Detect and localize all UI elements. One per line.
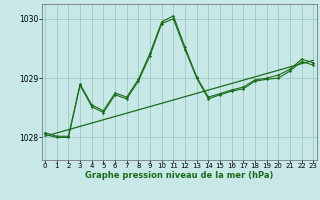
X-axis label: Graphe pression niveau de la mer (hPa): Graphe pression niveau de la mer (hPa) xyxy=(85,171,273,180)
